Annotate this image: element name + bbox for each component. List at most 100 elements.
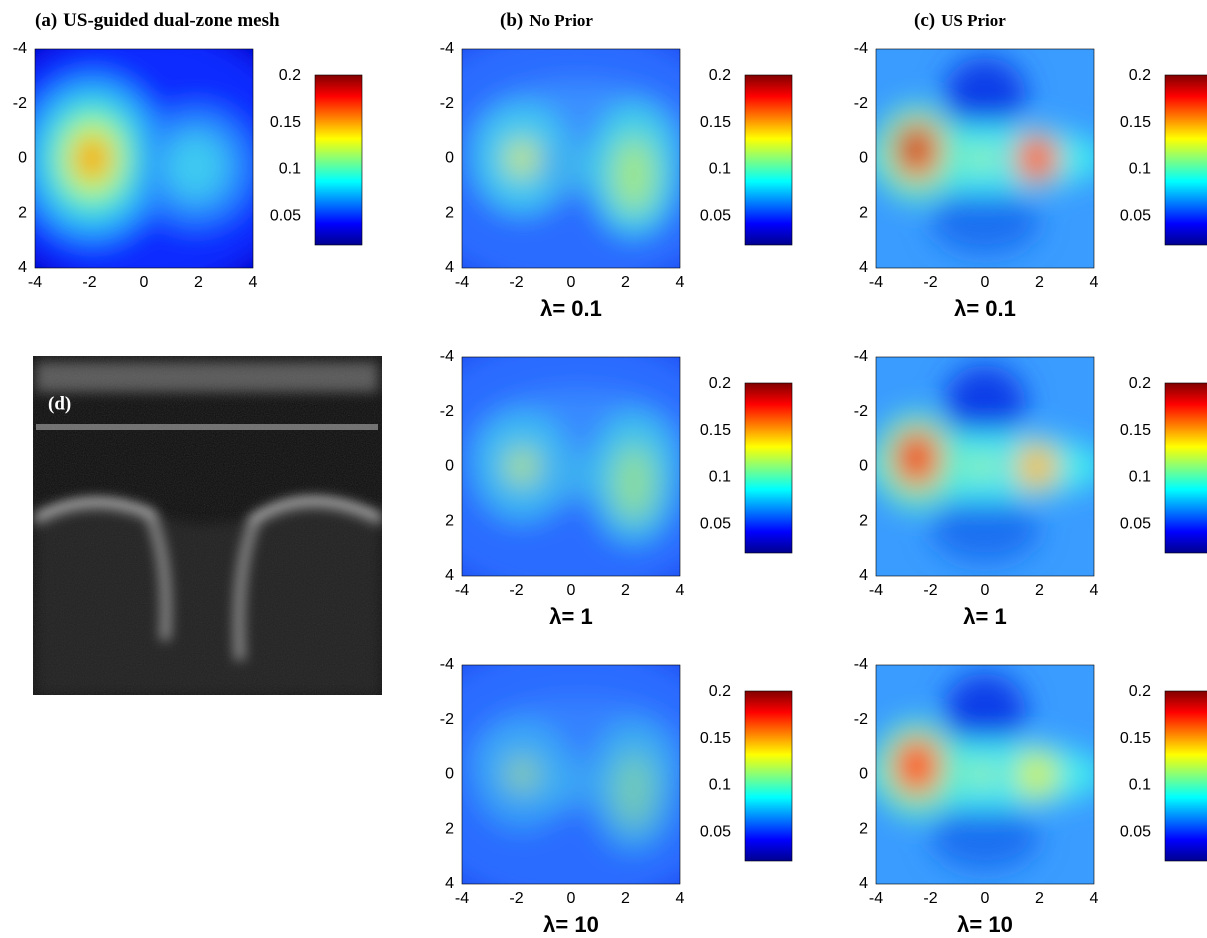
colorbar-tick-label: 0.1 (709, 469, 731, 486)
y-tick-label: 4 (859, 259, 868, 276)
axes-frame (34, 48, 254, 269)
y-tick-label: -4 (854, 40, 868, 57)
x-tick-label: -4 (28, 274, 42, 291)
blob (538, 755, 593, 811)
lambda-caption: λ= 0.1 (954, 296, 1016, 321)
blob (505, 447, 539, 486)
x-tick-label: -2 (509, 890, 523, 907)
colorbar-tick-label: 0.05 (700, 823, 731, 840)
x-tick-label: 2 (1035, 890, 1044, 907)
colorbar-tick-label: 0.1 (1129, 469, 1151, 486)
colorbar-tick-label: 0.1 (709, 777, 731, 794)
x-tick-label: 0 (981, 890, 990, 907)
axes-frame (875, 48, 1095, 269)
y-tick-label: -2 (854, 95, 868, 112)
x-tick-label: -4 (455, 890, 469, 907)
panel-title: (a) US-guided dual-zone mesh (35, 10, 280, 31)
heatmap-blobs (876, 365, 1094, 563)
x-tick-label: 4 (249, 274, 258, 291)
lambda-caption: λ= 10 (957, 912, 1013, 937)
blob (538, 447, 593, 503)
x-tick-label: -4 (869, 274, 883, 291)
x-tick-label: -2 (923, 890, 937, 907)
x-tick-label: 0 (140, 274, 149, 291)
x-tick-label: 2 (621, 274, 630, 291)
x-tick-label: 2 (1035, 274, 1044, 291)
x-tick-label: 0 (567, 582, 576, 599)
blob (1014, 133, 1059, 184)
colorbar-tick-label: 0.05 (700, 515, 731, 532)
blob (611, 444, 656, 522)
heatmap (462, 49, 680, 268)
heatmap (876, 49, 1094, 268)
y-tick-label: -4 (13, 40, 27, 57)
colorbar-tick-label: 0.2 (1129, 67, 1151, 84)
heatmap (876, 357, 1094, 576)
blob (968, 763, 996, 786)
colorbar-tick-label: 0.05 (1120, 823, 1151, 840)
blob (901, 132, 927, 163)
heatmap-blobs (35, 49, 253, 268)
x-tick-label: -4 (869, 890, 883, 907)
colorbar-tick-label: 0.05 (1120, 207, 1151, 224)
colorbar-tick-label: 0.15 (1120, 422, 1151, 439)
panel-label: (c) (914, 10, 935, 31)
panel-label: (b) (500, 10, 523, 31)
x-tick-label: 4 (676, 890, 685, 907)
y-tick-label: -4 (854, 656, 868, 673)
y-tick-label: 0 (859, 766, 868, 783)
blob (930, 804, 1040, 871)
x-tick-label: -2 (82, 274, 96, 291)
y-tick-label: 2 (859, 204, 868, 221)
heatmap (462, 665, 680, 884)
x-tick-label: -2 (923, 582, 937, 599)
y-tick-label: -2 (440, 95, 454, 112)
blob (505, 755, 539, 794)
y-tick-label: 4 (445, 567, 454, 584)
panel-label: (a) (35, 10, 57, 31)
y-tick-label: 0 (859, 458, 868, 475)
y-tick-label: 4 (445, 259, 454, 276)
colorbar-tick-label: 0.1 (1129, 161, 1151, 178)
panel-title: (b) No Prior (500, 10, 593, 31)
colorbar (1164, 690, 1207, 862)
blob (944, 673, 1026, 750)
x-tick-label: -2 (923, 274, 937, 291)
x-tick-label: 4 (1090, 890, 1099, 907)
y-tick-label: 0 (859, 150, 868, 167)
colorbar (314, 74, 363, 246)
x-tick-label: 4 (1090, 582, 1099, 599)
y-tick-label: -4 (440, 656, 454, 673)
panel-title: (c) US Prior (914, 10, 1006, 31)
colorbar-tick-label: 0.15 (700, 422, 731, 439)
colorbar-tick-label: 0.05 (270, 207, 301, 224)
blob (901, 440, 927, 471)
heatmap (876, 665, 1094, 884)
heatmap (462, 357, 680, 576)
y-tick-label: 2 (445, 204, 454, 221)
x-tick-label: 2 (194, 274, 203, 291)
colorbar-tick-label: 0.1 (1129, 777, 1151, 794)
y-tick-label: 2 (18, 204, 27, 221)
blob (1014, 441, 1059, 492)
heatmap-blobs (462, 49, 680, 268)
colorbar-tick-label: 0.2 (1129, 375, 1151, 392)
axes-frame (875, 664, 1095, 885)
colorbar-tick-label: 0.15 (270, 114, 301, 131)
y-tick-label: -2 (13, 95, 27, 112)
colorbar-tick-label: 0.15 (700, 114, 731, 131)
colorbar (744, 690, 793, 862)
colorbar-tick-label: 0.15 (1120, 114, 1151, 131)
blob (944, 57, 1026, 134)
colorbar-tick-label: 0.15 (700, 730, 731, 747)
y-tick-label: -4 (854, 348, 868, 365)
heatmap-blobs (876, 57, 1094, 255)
colorbar (1164, 74, 1207, 246)
x-tick-label: -4 (455, 582, 469, 599)
colorbar-tick-label: 0.2 (709, 67, 731, 84)
colorbar-tick-label: 0.2 (279, 67, 301, 84)
x-tick-label: -4 (455, 274, 469, 291)
y-tick-label: 2 (859, 820, 868, 837)
x-tick-label: 4 (1090, 274, 1099, 291)
